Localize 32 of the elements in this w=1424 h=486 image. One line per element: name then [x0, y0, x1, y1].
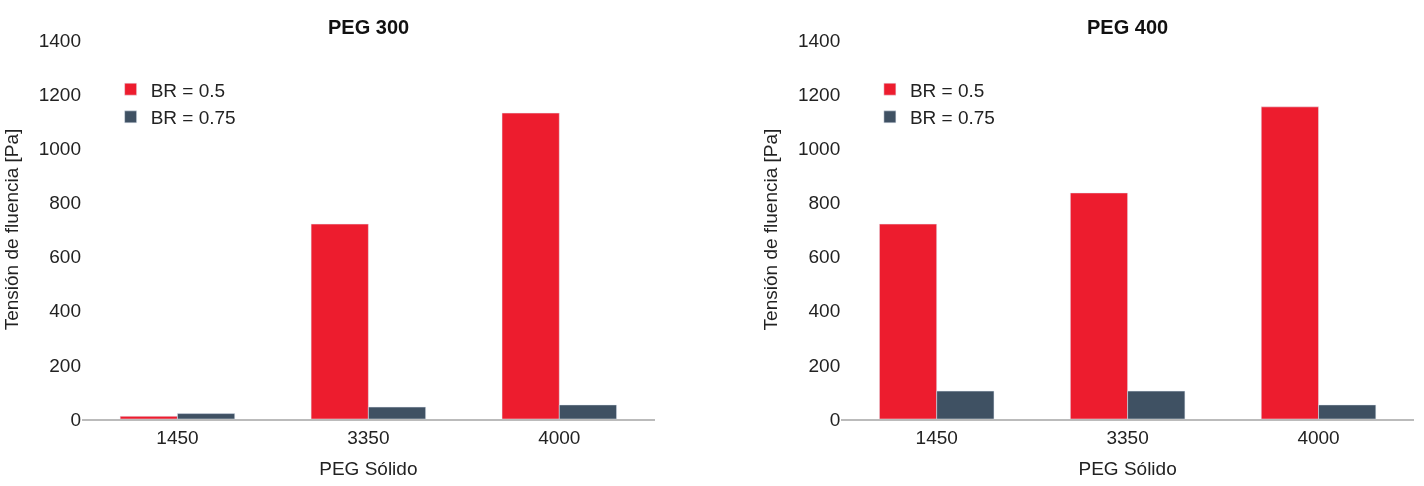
legend-label: BR = 0.5	[150, 79, 226, 101]
y-tick-label: 1000	[38, 137, 81, 159]
y-tick-label: 1200	[797, 83, 841, 105]
y-tick-label: 1000	[797, 137, 841, 159]
x-tick-label: 4000	[538, 426, 581, 448]
x-axis-title: PEG Sólido	[319, 458, 418, 480]
x-tick-label: 4000	[1297, 426, 1340, 448]
x-tick-label: 3350	[1106, 426, 1149, 448]
legend-label: BR = 0.75	[909, 107, 995, 129]
y-axis-title: Tensión de fluencia [Pa]	[759, 128, 781, 331]
y-tick-label: 400	[49, 300, 81, 322]
y-tick-label: 600	[808, 246, 841, 268]
y-axis-title: Tensión de fluencia [Pa]	[0, 128, 22, 331]
y-tick-label: 0	[829, 408, 841, 430]
x-tick-label: 1450	[156, 426, 199, 448]
y-tick-label: 1400	[38, 29, 81, 51]
legend-label: BR = 0.75	[150, 107, 236, 129]
y-tick-label: 600	[49, 246, 81, 268]
y-tick-label: 800	[49, 192, 81, 214]
y-tick-label: 0	[70, 408, 81, 430]
y-tick-label: 200	[49, 354, 81, 376]
y-tick-label: 200	[808, 354, 841, 376]
x-tick-label: 3350	[347, 426, 390, 448]
y-tick-label: 1200	[38, 83, 81, 105]
chart-title: PEG 400	[1087, 16, 1169, 38]
x-axis-title: PEG Sólido	[1078, 458, 1177, 480]
legend-label: BR = 0.5	[909, 79, 985, 101]
chart-title: PEG 300	[328, 16, 410, 38]
y-tick-label: 400	[808, 300, 841, 322]
y-tick-label: 800	[808, 192, 841, 214]
x-tick-label: 1450	[915, 426, 958, 448]
y-tick-label: 1400	[797, 29, 841, 51]
